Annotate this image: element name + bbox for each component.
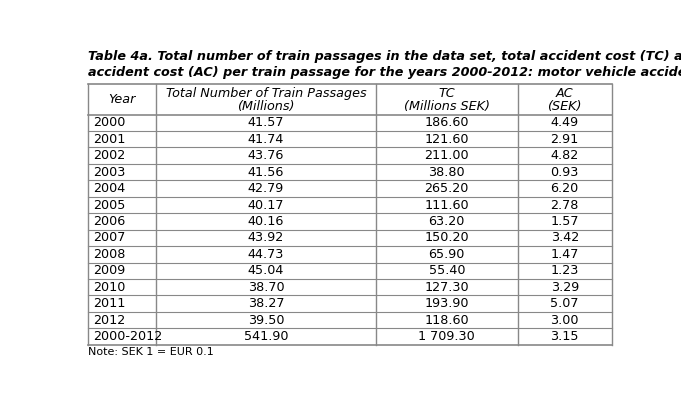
Text: 2000-2012: 2000-2012 [93, 330, 162, 343]
Text: 40.16: 40.16 [248, 215, 284, 228]
Text: 118.60: 118.60 [424, 314, 469, 327]
Text: Year: Year [108, 93, 136, 106]
Text: (Millions): (Millions) [237, 99, 295, 112]
Text: 38.80: 38.80 [428, 166, 465, 179]
Text: (Millions SEK): (Millions SEK) [404, 99, 490, 112]
Text: 43.92: 43.92 [248, 231, 284, 244]
Text: 1.47: 1.47 [550, 248, 579, 261]
Text: 4.82: 4.82 [550, 149, 579, 162]
Text: 2.91: 2.91 [550, 133, 579, 146]
Text: 38.70: 38.70 [248, 281, 284, 294]
Text: 45.04: 45.04 [248, 264, 284, 277]
Text: 4.49: 4.49 [551, 116, 579, 129]
Text: 63.20: 63.20 [428, 215, 465, 228]
Text: 211.00: 211.00 [424, 149, 469, 162]
Text: 65.90: 65.90 [428, 248, 465, 261]
Text: 38.27: 38.27 [248, 297, 284, 310]
Text: 2001: 2001 [93, 133, 125, 146]
Text: 5.07: 5.07 [550, 297, 579, 310]
Text: Total Number of Train Passages: Total Number of Train Passages [165, 88, 366, 100]
Text: 1.57: 1.57 [550, 215, 579, 228]
Text: 121.60: 121.60 [424, 133, 469, 146]
Text: 43.76: 43.76 [248, 149, 284, 162]
Text: Table 4a. Total number of train passages in the data set, total accident cost (T: Table 4a. Total number of train passages… [88, 50, 681, 63]
Text: AC: AC [556, 88, 573, 100]
Text: 41.57: 41.57 [248, 116, 284, 129]
Text: 127.30: 127.30 [424, 281, 469, 294]
Text: 44.73: 44.73 [248, 248, 284, 261]
Text: 186.60: 186.60 [424, 116, 469, 129]
Text: 3.00: 3.00 [550, 314, 579, 327]
Text: 42.79: 42.79 [248, 182, 284, 195]
Text: 3.15: 3.15 [550, 330, 579, 343]
Text: 0.93: 0.93 [550, 166, 579, 179]
Text: 193.90: 193.90 [424, 297, 469, 310]
Text: 39.50: 39.50 [248, 314, 284, 327]
Text: 2012: 2012 [93, 314, 125, 327]
Text: Note: SEK 1 = EUR 0.1: Note: SEK 1 = EUR 0.1 [88, 347, 214, 357]
Text: 2009: 2009 [93, 264, 125, 277]
Text: 2002: 2002 [93, 149, 125, 162]
Text: 2010: 2010 [93, 281, 125, 294]
Text: 2007: 2007 [93, 231, 125, 244]
Text: 2000: 2000 [93, 116, 125, 129]
Text: 150.20: 150.20 [424, 231, 469, 244]
Text: 3.42: 3.42 [550, 231, 579, 244]
Text: 2.78: 2.78 [550, 198, 579, 211]
Text: 41.56: 41.56 [248, 166, 284, 179]
Text: 2004: 2004 [93, 182, 125, 195]
Text: 2011: 2011 [93, 297, 125, 310]
Text: 2003: 2003 [93, 166, 125, 179]
Text: 2006: 2006 [93, 215, 125, 228]
Text: 3.29: 3.29 [550, 281, 579, 294]
Text: TC: TC [439, 88, 455, 100]
Text: 541.90: 541.90 [244, 330, 288, 343]
Text: 55.40: 55.40 [428, 264, 465, 277]
Text: 1 709.30: 1 709.30 [418, 330, 475, 343]
Text: 6.20: 6.20 [550, 182, 579, 195]
Text: 2008: 2008 [93, 248, 125, 261]
Text: (SEK): (SEK) [548, 99, 582, 112]
Text: accident cost (AC) per train passage for the years 2000-2012: motor vehicle acci: accident cost (AC) per train passage for… [88, 65, 681, 78]
Text: 41.74: 41.74 [248, 133, 284, 146]
Text: 111.60: 111.60 [424, 198, 469, 211]
Text: 1.23: 1.23 [550, 264, 579, 277]
Text: 40.17: 40.17 [248, 198, 284, 211]
Text: 2005: 2005 [93, 198, 125, 211]
Text: 265.20: 265.20 [424, 182, 469, 195]
